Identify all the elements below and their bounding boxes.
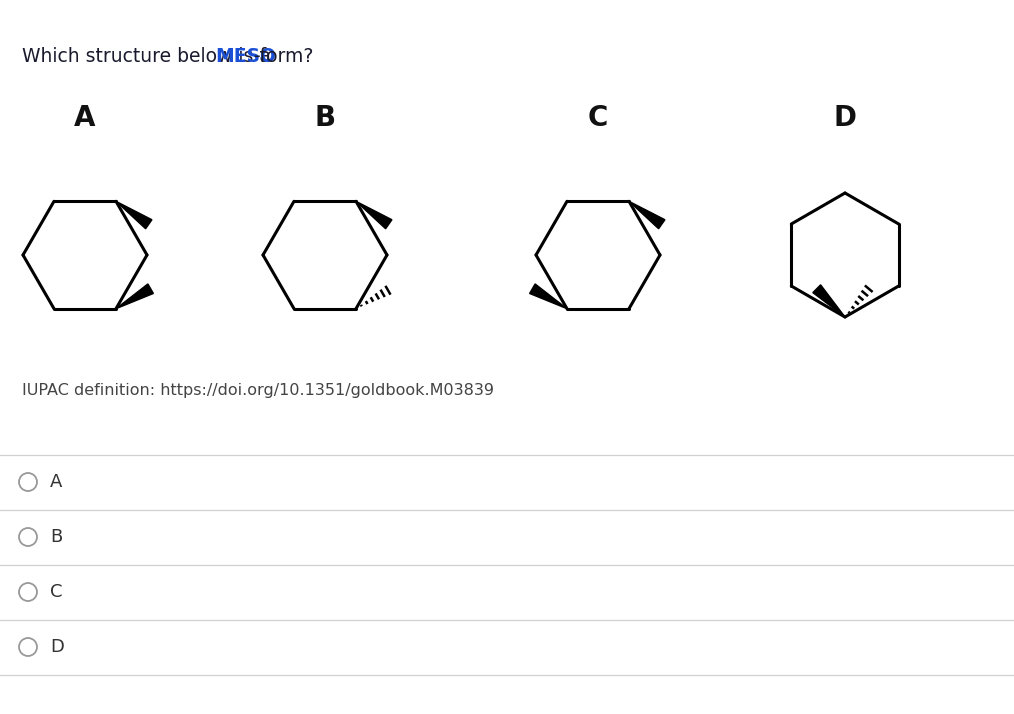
Text: C: C [588, 104, 608, 132]
Text: IUPAC definition: https://doi.org/10.1351/goldbook.M03839: IUPAC definition: https://doi.org/10.135… [22, 383, 494, 398]
Polygon shape [116, 201, 152, 228]
Text: A: A [50, 473, 63, 491]
Text: B: B [314, 104, 336, 132]
Polygon shape [813, 285, 845, 317]
Text: A: A [74, 104, 95, 132]
Text: D: D [50, 638, 64, 656]
Polygon shape [356, 201, 392, 228]
Polygon shape [116, 284, 153, 308]
Text: D: D [834, 104, 857, 132]
Text: B: B [50, 528, 62, 546]
Polygon shape [629, 201, 665, 228]
Polygon shape [529, 284, 567, 308]
Text: Which structure below is a: Which structure below is a [22, 48, 277, 66]
Text: C: C [50, 583, 63, 601]
Text: MESO: MESO [215, 48, 276, 66]
Text: -form?: -form? [254, 48, 313, 66]
